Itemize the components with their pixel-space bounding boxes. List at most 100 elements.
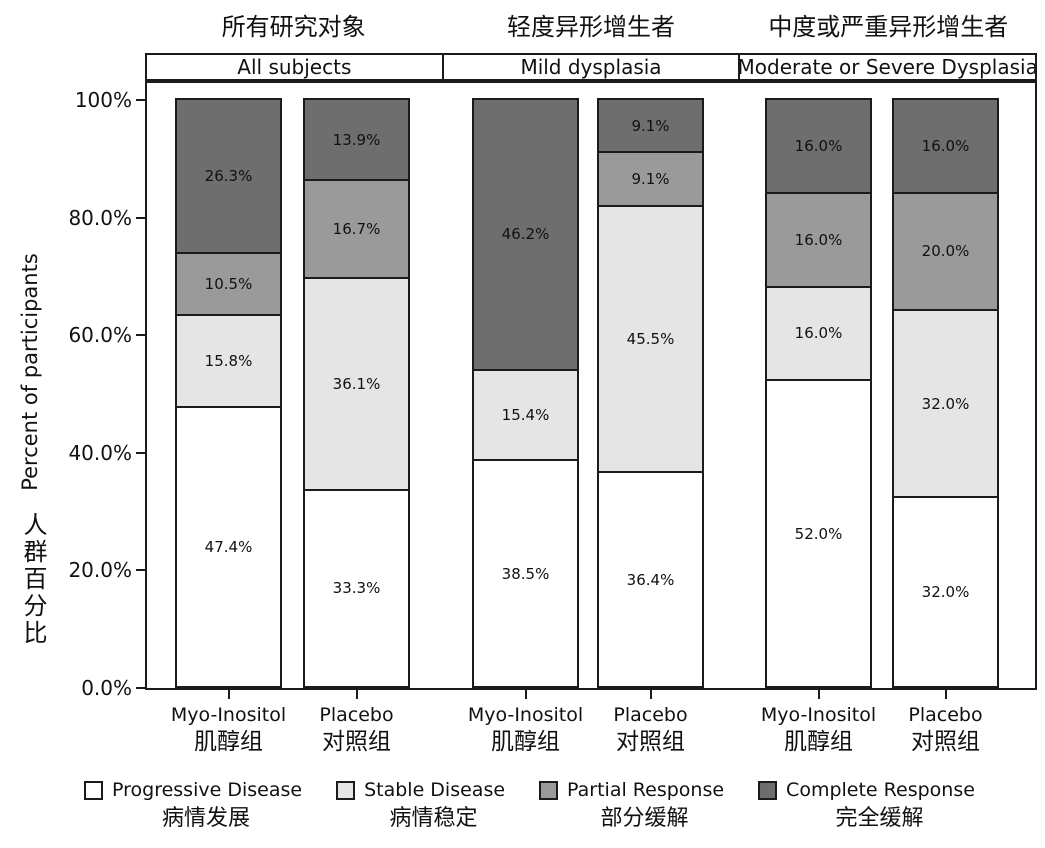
bar-segment: 38.5% — [474, 460, 577, 686]
bar-segment: 33.3% — [305, 490, 408, 686]
x-axis-label-zh: 对照组 — [910, 729, 980, 755]
y-tick-label: 80.0% — [68, 205, 132, 230]
x-axis-label-zh: 对照组 — [615, 729, 685, 755]
legend-item: Partial Response 部分缓解 — [539, 778, 724, 833]
segment-label: 15.8% — [204, 351, 253, 370]
x-axis-label-en: Myo-Inositol — [170, 704, 287, 726]
x-tick-mark — [649, 690, 652, 699]
legend-item: Stable Disease 病情稳定 — [336, 778, 505, 833]
legend-label-en: Stable Disease — [364, 779, 506, 801]
x-tick-mark — [227, 690, 230, 699]
bar: 26.3% 10.5% 15.8% 47.4% — [175, 98, 282, 688]
bar-segment: 36.4% — [599, 473, 702, 686]
x-axis-label-en: Myo-Inositol — [467, 704, 584, 726]
x-axis-label-en: Placebo — [319, 704, 394, 726]
x-axis-label: Myo-Inositol 肌醇组 — [468, 703, 583, 757]
y-tick-mark — [136, 451, 145, 454]
legend-entry: Complete Response — [758, 778, 975, 802]
x-axis-label: Placebo 对照组 — [319, 703, 393, 757]
bar: 16.0% 16.0% 16.0% 52.0% — [765, 98, 872, 688]
y-axis-title-en: Percent of participants — [18, 253, 42, 491]
bar: 46.2% 15.4% 38.5% — [472, 98, 579, 688]
bar-segment: 16.0% — [894, 100, 997, 194]
legend-label-zh: 部分缓解 — [600, 806, 689, 831]
bar-segment: 32.0% — [894, 310, 997, 499]
panel-strip-row: All subjects Mild dysplasia Moderate or Se… — [145, 53, 1038, 81]
bar-segment: 52.0% — [767, 381, 870, 686]
y-tick-label: 40.0% — [68, 440, 132, 465]
segment-label: 16.0% — [921, 136, 970, 155]
segment-label: 47.4% — [204, 538, 253, 557]
segment-label: 9.1% — [631, 169, 670, 188]
legend-swatch — [758, 780, 778, 800]
bar-segment: 15.8% — [177, 315, 280, 409]
bar-segment: 9.1% — [599, 100, 702, 154]
segment-label: 10.5% — [204, 274, 253, 293]
y-tick-label: 60.0% — [68, 323, 132, 348]
y-axis-title-zh: 人群百分比 — [19, 512, 47, 647]
legend-item: Progressive Disease 病情发展 — [84, 778, 302, 833]
x-axis-label-en: Myo-Inositol — [760, 704, 877, 726]
segment-label: 26.3% — [204, 167, 253, 186]
legend-label-zh: 完全缓解 — [835, 806, 924, 831]
bar-segment: 36.1% — [305, 279, 408, 491]
bar-segment: 20.0% — [894, 193, 997, 311]
legend-entry: Stable Disease — [336, 778, 505, 802]
bar-segment: 16.0% — [767, 100, 870, 194]
segment-label: 20.0% — [921, 242, 970, 261]
bar-segment: 45.5% — [599, 206, 702, 474]
bar-segment: 9.1% — [599, 153, 702, 207]
panel-strip-label-en: All subjects — [145, 53, 444, 81]
x-axis-label: Placebo 对照组 — [908, 703, 982, 757]
segment-label: 33.3% — [332, 579, 381, 598]
legend-swatch — [336, 780, 356, 800]
bar-segment: 16.0% — [767, 193, 870, 288]
legend-label-en: Progressive Disease — [112, 779, 303, 801]
bar-segment: 32.0% — [894, 498, 997, 686]
legend-item: Complete Response 完全缓解 — [758, 778, 975, 833]
bar: 9.1% 9.1% 45.5% 36.4% — [597, 98, 704, 688]
bar-segment: 10.5% — [177, 254, 280, 316]
panel-title-zh: 所有研究对象 — [221, 13, 366, 41]
y-tick-label: 20.0% — [68, 558, 132, 583]
legend-swatch — [539, 780, 559, 800]
segment-label: 32.0% — [921, 583, 970, 602]
segment-label: 16.0% — [794, 136, 843, 155]
legend-label-en: Partial Response — [567, 779, 725, 801]
x-axis-label: Placebo 对照组 — [613, 703, 687, 757]
segment-label: 38.5% — [501, 564, 550, 583]
x-tick-mark — [355, 690, 358, 699]
segment-label: 16.7% — [332, 220, 381, 239]
segment-label: 15.4% — [501, 405, 550, 424]
bar: 16.0% 20.0% 32.0% 32.0% — [892, 98, 999, 688]
segment-label: 36.4% — [626, 570, 675, 589]
segment-label: 16.0% — [794, 324, 843, 343]
y-tick-mark — [136, 216, 145, 219]
panel-strip-label-en: Mild dysplasia — [441, 53, 741, 81]
plot-area: 26.3% 10.5% 15.8% 47.4% 13.9% 16.7% 36.1% 33.3%… — [145, 81, 1037, 690]
y-tick-mark — [136, 687, 145, 689]
x-tick-mark — [817, 690, 820, 699]
y-tick-label: 100% — [74, 88, 132, 112]
legend-label-zh: 病情发展 — [162, 806, 251, 831]
bar-segment: 47.4% — [177, 408, 280, 686]
segment-label: 46.2% — [501, 225, 550, 244]
segment-label: 16.0% — [794, 230, 843, 249]
segment-label: 32.0% — [921, 394, 970, 413]
bar-segment: 13.9% — [305, 100, 408, 182]
bar: 13.9% 16.7% 36.1% 33.3% — [303, 98, 410, 688]
segment-label: 52.0% — [794, 524, 843, 543]
x-tick-mark — [524, 690, 527, 699]
x-axis-label-zh: 对照组 — [321, 729, 391, 755]
bar-segment: 15.4% — [474, 370, 577, 461]
legend-label-en: Complete Response — [786, 779, 975, 801]
x-tick-mark — [944, 690, 947, 699]
bar-segment: 26.3% — [177, 100, 280, 255]
y-tick-label: 0.0% — [81, 676, 132, 700]
x-axis-label: Myo-Inositol 肌醇组 — [761, 703, 876, 757]
x-axis-label-zh: 肌醇组 — [491, 729, 560, 755]
legend-entry: Partial Response — [539, 778, 724, 802]
y-tick-mark — [136, 99, 145, 101]
segment-label: 13.9% — [332, 130, 381, 149]
